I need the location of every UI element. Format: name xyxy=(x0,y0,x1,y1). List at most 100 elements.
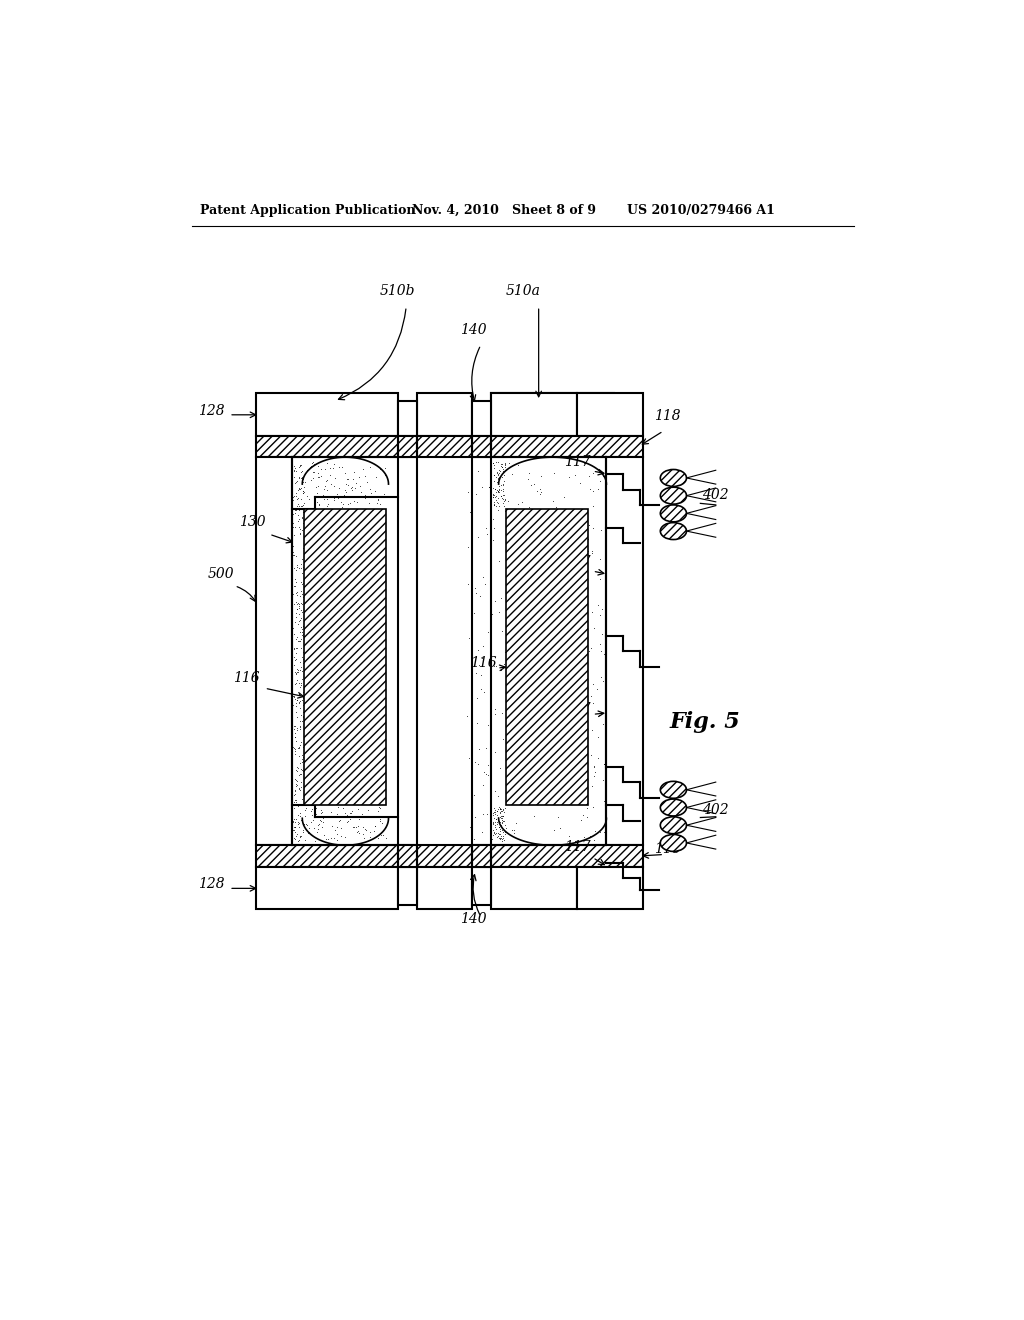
Point xyxy=(529,504,546,525)
Point xyxy=(586,755,602,776)
Point xyxy=(309,462,326,483)
Point xyxy=(557,730,573,751)
Point xyxy=(290,812,306,833)
Point xyxy=(480,764,497,785)
Point xyxy=(592,549,608,570)
Point xyxy=(486,454,503,475)
Point xyxy=(291,516,307,537)
Point xyxy=(573,693,590,714)
Point xyxy=(290,494,306,515)
Point xyxy=(289,585,305,606)
Point xyxy=(468,484,484,506)
Point xyxy=(485,494,502,515)
Point xyxy=(494,808,510,829)
Point xyxy=(559,570,575,591)
Point xyxy=(285,545,301,566)
Point xyxy=(292,462,308,483)
Point xyxy=(547,672,563,693)
Point xyxy=(562,574,579,595)
Point xyxy=(496,495,512,516)
Point xyxy=(487,479,504,500)
Point xyxy=(288,663,304,684)
Text: 117: 117 xyxy=(564,455,591,470)
Point xyxy=(286,828,302,849)
Point xyxy=(289,690,305,711)
Point xyxy=(295,623,311,644)
Point xyxy=(330,796,346,817)
Point xyxy=(529,480,546,502)
Point xyxy=(582,515,598,536)
Point xyxy=(519,582,536,603)
Point xyxy=(560,713,577,734)
Point xyxy=(310,814,327,836)
Ellipse shape xyxy=(660,834,686,851)
Point xyxy=(510,710,526,731)
Point xyxy=(496,653,512,675)
Point xyxy=(372,459,388,480)
Point xyxy=(305,461,322,482)
Point xyxy=(492,799,508,820)
Point xyxy=(506,723,522,744)
Bar xyxy=(490,393,614,436)
Point xyxy=(303,812,319,833)
Point xyxy=(314,808,331,829)
Point xyxy=(292,599,308,620)
Point xyxy=(286,792,302,813)
Point xyxy=(519,701,536,722)
Point xyxy=(488,480,505,502)
Point xyxy=(585,517,601,539)
Point xyxy=(547,599,563,620)
Point xyxy=(292,734,308,755)
Point xyxy=(330,487,346,508)
Point xyxy=(367,816,383,837)
Point xyxy=(292,715,308,737)
Bar xyxy=(417,393,472,436)
Point xyxy=(527,544,544,565)
Point xyxy=(484,453,501,474)
Ellipse shape xyxy=(660,781,686,799)
Point xyxy=(479,755,496,776)
Point xyxy=(308,804,325,825)
Point xyxy=(485,822,502,843)
Point xyxy=(482,516,499,537)
Point xyxy=(485,471,502,492)
Point xyxy=(495,480,511,502)
Point xyxy=(292,718,308,739)
Point xyxy=(490,480,507,502)
Point xyxy=(561,826,578,847)
Point xyxy=(479,622,496,643)
Point xyxy=(350,466,367,487)
Point xyxy=(287,784,303,805)
Bar xyxy=(397,867,417,906)
Point xyxy=(369,492,385,513)
Point xyxy=(498,623,514,644)
Point xyxy=(338,812,354,833)
Point xyxy=(585,541,601,562)
Point xyxy=(464,779,480,800)
Point xyxy=(579,638,595,659)
Point xyxy=(287,576,303,597)
Point xyxy=(355,824,372,845)
Point xyxy=(315,488,332,510)
Point xyxy=(488,818,505,840)
Point xyxy=(293,809,309,830)
Point xyxy=(493,799,509,820)
Point xyxy=(483,719,500,741)
Point xyxy=(347,473,364,494)
Point xyxy=(497,488,513,510)
Point xyxy=(329,817,345,838)
Point xyxy=(290,660,306,681)
Point xyxy=(293,579,309,601)
Text: Nov. 4, 2010   Sheet 8 of 9: Nov. 4, 2010 Sheet 8 of 9 xyxy=(412,205,596,218)
Point xyxy=(285,512,301,533)
Point xyxy=(591,470,607,491)
Point xyxy=(297,471,313,492)
Point xyxy=(510,494,526,515)
Point xyxy=(538,755,554,776)
Point xyxy=(293,731,309,752)
Point xyxy=(489,807,506,828)
Point xyxy=(499,533,515,554)
Point xyxy=(554,634,570,655)
Point xyxy=(462,817,478,838)
Point xyxy=(592,605,608,626)
